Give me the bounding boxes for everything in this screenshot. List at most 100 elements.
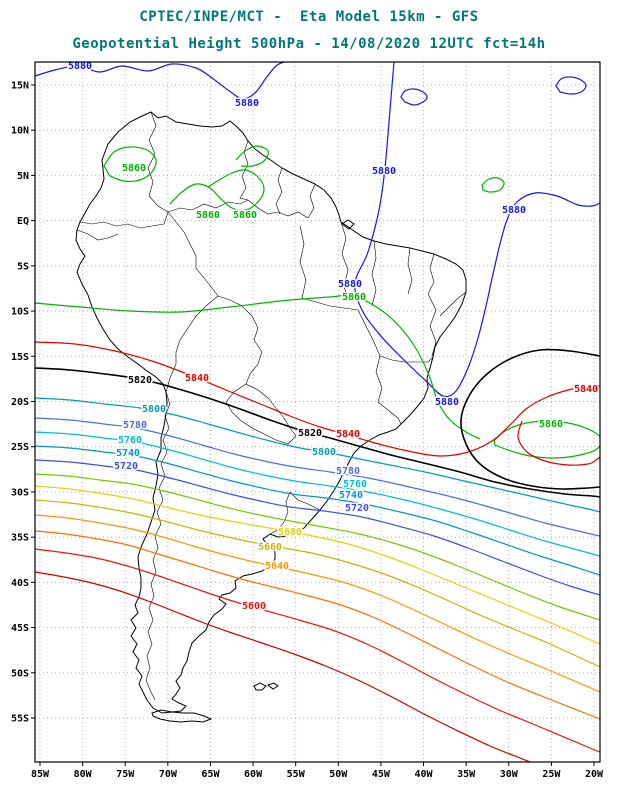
x-tick-label: 25W [542, 769, 561, 780]
x-tick-label: 45W [372, 769, 391, 780]
country-border [165, 295, 219, 393]
country-border [299, 225, 307, 299]
x-tick-label: 40W [415, 769, 434, 780]
y-tick-label: 10S [11, 307, 29, 318]
contour-line-5640 [35, 514, 600, 693]
x-tick-label: 65W [201, 769, 220, 780]
contour-label-5880: 5880 [435, 397, 459, 408]
graticule [35, 62, 600, 762]
contour-line-5760 [35, 431, 600, 557]
country-border [307, 183, 316, 219]
contour-label-5860: 5860 [233, 210, 257, 221]
coastline [75, 111, 467, 714]
country-border [427, 293, 437, 357]
x-tick-label: 60W [244, 769, 263, 780]
contour-label-5860: 5860 [342, 292, 366, 303]
contour-line-5880 [400, 88, 428, 106]
country-border [357, 309, 381, 357]
country-border [439, 291, 467, 317]
contour-label-5840: 5840 [336, 429, 360, 440]
country-border [76, 229, 119, 241]
contour-label-5860: 5860 [539, 419, 563, 430]
y-tick-label: 45S [11, 623, 29, 634]
contour-line-5660 [35, 499, 600, 668]
country-border [269, 491, 291, 535]
contour-label-5760: 5760 [343, 479, 367, 490]
contour-label-5800: 5800 [312, 447, 336, 458]
contour-labels: 5880 5880 5880 5880 5880 5880 5860 5860 5860 5860… [66, 60, 599, 614]
country-border [340, 221, 349, 301]
y-tick-label: 25S [11, 442, 29, 453]
contour-label-5880: 5880 [68, 61, 92, 72]
axes: 85W 80W 75W 70W 65W 60W 55W 50W 45W 40W 35W 30W 25W 2… [11, 81, 604, 781]
contour-label-5760: 5760 [118, 435, 142, 446]
contour-line-5840 [35, 341, 600, 457]
contour-line-5860 [481, 177, 505, 193]
contour-label-5680: 5680 [278, 527, 302, 538]
y-tick-label: 10N [11, 126, 29, 137]
y-tick-label: 20S [11, 397, 29, 408]
contour-line-5820 [35, 367, 600, 498]
x-tick-label: 80W [74, 769, 93, 780]
y-tick-label: 15N [11, 81, 29, 92]
contour-label-5860: 5860 [196, 210, 220, 221]
contour-label-5660: 5660 [258, 542, 282, 553]
x-tick-label: 30W [500, 769, 519, 780]
country-border [217, 295, 263, 385]
y-tick-label: 40S [11, 578, 29, 589]
contour-line-5860 [35, 294, 481, 440]
contour-line-5840 [517, 420, 600, 466]
contour-label-5780: 5780 [336, 466, 360, 477]
contour-line-5800 [35, 397, 600, 513]
island-outline [341, 219, 355, 230]
country-border [375, 355, 402, 425]
contour-lines [35, 62, 600, 762]
country-border [167, 211, 219, 297]
country-border [147, 111, 169, 213]
contour-label-5880: 5880 [235, 98, 259, 109]
contour-label-5820: 5820 [298, 428, 322, 439]
country-border [407, 247, 413, 295]
contour-line-5860 [169, 169, 265, 211]
contour-line-5700 [35, 473, 600, 621]
x-tick-label: 55W [287, 769, 306, 780]
contour-label-5800: 5800 [142, 404, 166, 415]
contour-label-5600: 5600 [242, 601, 266, 612]
contour-label-5740: 5740 [116, 448, 140, 459]
country-border [167, 199, 249, 213]
country-border [371, 240, 377, 307]
x-tick-label: 50W [329, 769, 348, 780]
country-border [225, 383, 247, 421]
x-tick-label: 85W [31, 769, 50, 780]
contour-line-5860 [103, 146, 157, 182]
contour-line-5880 [555, 76, 587, 95]
contour-line-5780 [35, 417, 600, 537]
country-border [247, 199, 309, 219]
contour-line-5860 [493, 420, 600, 459]
contour-label-5740: 5740 [339, 490, 363, 501]
contour-line-5880 [35, 62, 285, 100]
contour-line-5820 [460, 348, 600, 490]
contour-line-5680 [35, 485, 600, 645]
y-tick-label: 5N [17, 171, 29, 182]
y-tick-label: 50S [11, 668, 29, 679]
y-tick-label: EQ [17, 216, 29, 227]
contour-label-5840: 5840 [185, 373, 209, 384]
y-tick-label: 5S [17, 261, 29, 272]
contour-label-5860: 5860 [122, 163, 146, 174]
contour-label-5880: 5880 [372, 166, 396, 177]
contour-label-5720: 5720 [114, 461, 138, 472]
island-outline [151, 709, 213, 723]
country-border [289, 491, 321, 511]
chart-title: CPTEC/INPE/MCT - Eta Model 15km - GFS [139, 9, 479, 25]
country-border [79, 211, 169, 229]
contour-line-5740 [35, 445, 600, 576]
chart-subtitle: Geopotential Height 500hPa - 14/08/2020 … [72, 36, 546, 52]
contour-line-5580 [35, 571, 531, 762]
contour-label-5840: 5840 [574, 384, 598, 395]
contour-line-5720 [35, 459, 600, 596]
contour-line-5620 [35, 530, 600, 720]
x-tick-label: 75W [116, 769, 135, 780]
country-border [379, 355, 434, 363]
